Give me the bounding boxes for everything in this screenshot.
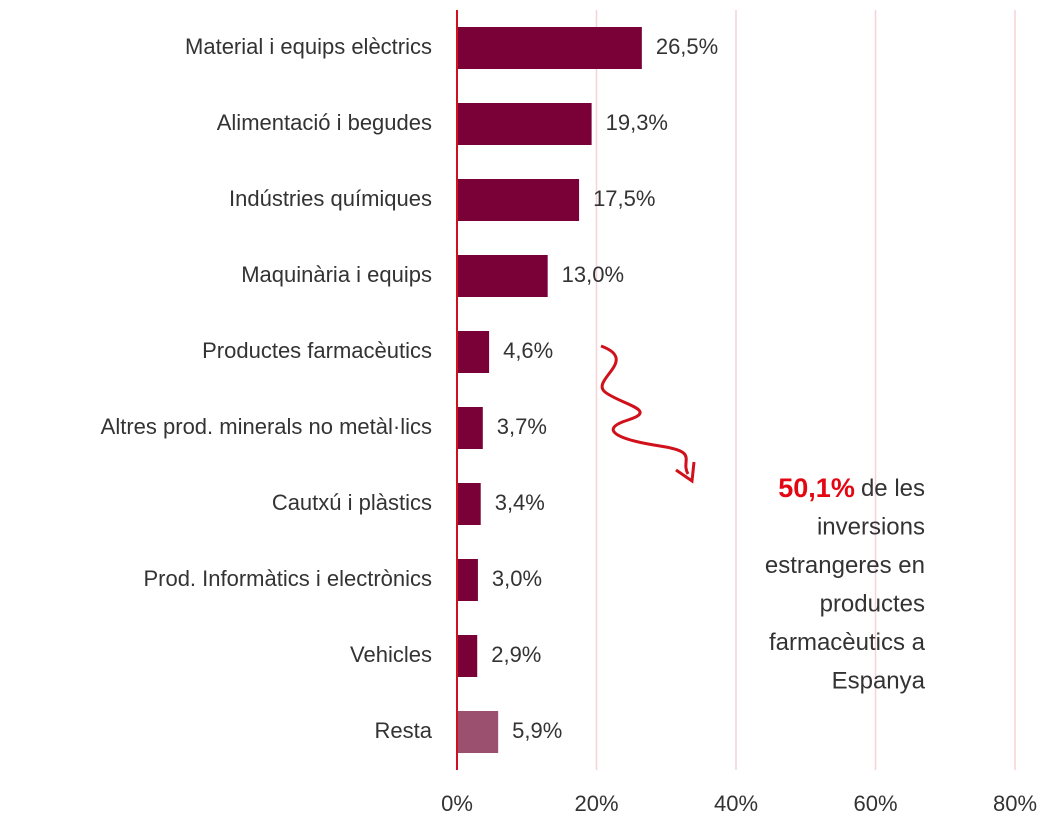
category-label: Prod. Informàtics i electrònics — [143, 566, 432, 591]
annotation-line: productes — [820, 591, 925, 618]
category-label: Material i equips elèctrics — [185, 34, 432, 59]
x-tick-label: 40% — [714, 791, 758, 816]
annotation-line: Espanya — [832, 668, 926, 695]
x-tick-label: 20% — [574, 791, 618, 816]
bar — [457, 559, 478, 601]
arrow-head — [675, 461, 696, 484]
bar — [457, 331, 490, 373]
value-label: 5,9% — [512, 718, 562, 743]
category-label: Resta — [375, 718, 433, 743]
bar — [457, 103, 592, 145]
value-label: 3,7% — [497, 414, 547, 439]
bar — [457, 179, 580, 221]
bar — [457, 711, 499, 753]
value-label: 13,0% — [562, 262, 624, 287]
annotation-text: productes — [820, 591, 925, 618]
bar — [457, 407, 483, 449]
value-label: 3,0% — [492, 566, 542, 591]
value-label: 4,6% — [503, 338, 553, 363]
x-tick-label: 60% — [853, 791, 897, 816]
category-label: Altres prod. minerals no metàl·lics — [101, 414, 432, 439]
bar — [457, 483, 481, 525]
value-label: 2,9% — [491, 642, 541, 667]
annotation-arrow — [600, 344, 690, 475]
annotation-text: inversions — [817, 514, 925, 541]
annotation-line: de les — [861, 475, 925, 502]
category-label: Indústries químiques — [229, 186, 432, 211]
category-label: Alimentació i begudes — [217, 110, 432, 135]
category-label: Vehicles — [350, 642, 432, 667]
annotation-line: estrangeres en — [765, 552, 925, 579]
annotation-highlight: 50,1% — [778, 473, 855, 503]
annotation-line: farmacèutics a — [769, 629, 926, 656]
annotation-line: inversions — [817, 514, 925, 541]
annotation-text: farmacèutics a — [769, 629, 926, 656]
x-tick-label: 0% — [441, 791, 473, 816]
x-tick-label: 80% — [993, 791, 1037, 816]
value-label: 19,3% — [606, 110, 668, 135]
category-label: Productes farmacèutics — [202, 338, 432, 363]
value-label: 3,4% — [495, 490, 545, 515]
value-label: 17,5% — [593, 186, 655, 211]
annotation-text: estrangeres en — [765, 552, 925, 579]
category-label: Cautxú i plàstics — [272, 490, 432, 515]
value-label: 26,5% — [656, 34, 718, 59]
annotation-text: 50,1% de les — [778, 473, 925, 503]
bar — [457, 635, 478, 677]
bar — [457, 27, 642, 69]
annotation-text: Espanya — [832, 668, 926, 695]
bar — [457, 255, 548, 297]
category-label: Maquinària i equips — [241, 262, 432, 287]
